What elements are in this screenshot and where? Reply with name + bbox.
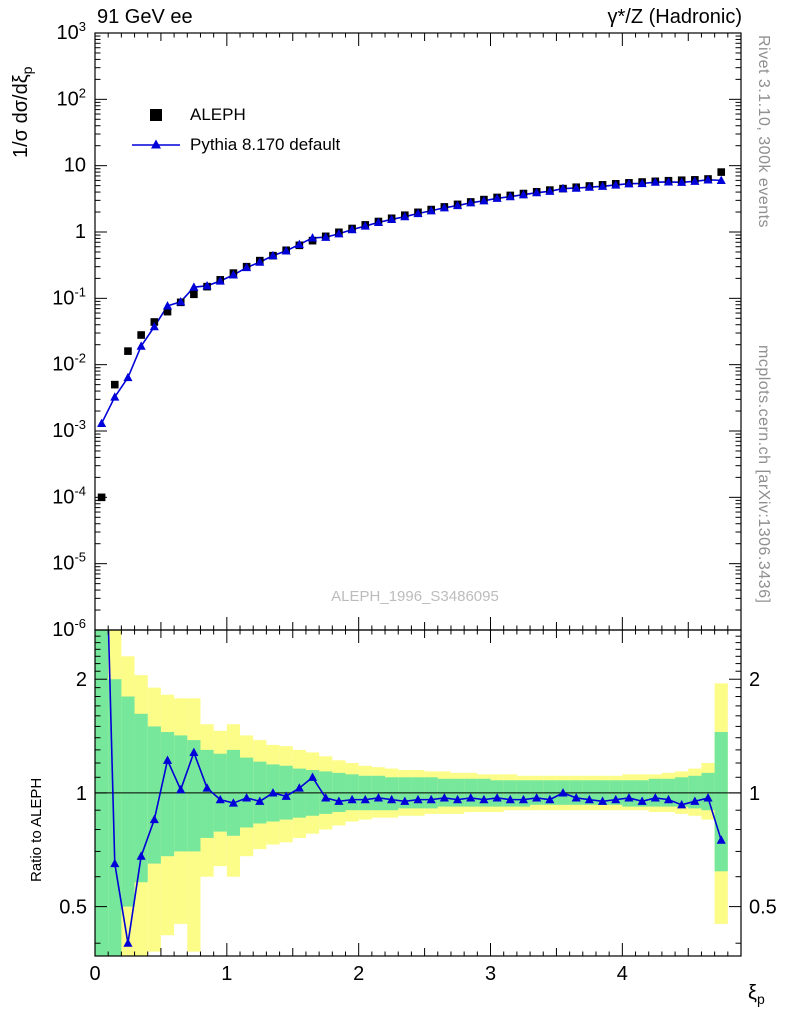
svg-text:10-5: 10-5: [52, 550, 86, 575]
x-axis-label-text: ξ: [748, 982, 757, 1004]
x-axis-label-sub: p: [756, 991, 765, 1007]
rivet-version-note: Rivet 3.1.10, 300k events: [755, 35, 772, 229]
svg-text:1: 1: [749, 783, 760, 805]
svg-text:10: 10: [64, 155, 86, 177]
plot-title-right: γ*/Z (Hadronic): [607, 6, 742, 28]
ratio-axis-label: Ratio to ALEPH: [28, 777, 45, 882]
svg-text:2: 2: [353, 963, 364, 985]
svg-text:103: 103: [57, 19, 86, 44]
legend: ALEPH Pythia 8.170 default: [130, 102, 340, 158]
svg-text:2: 2: [749, 669, 760, 691]
legend-label-pythia: Pythia 8.170 default: [190, 135, 341, 154]
svg-text:3: 3: [485, 963, 496, 985]
blue-triangle-line-marker-icon: [130, 137, 182, 153]
legend-item-pythia: Pythia 8.170 default: [130, 132, 340, 158]
svg-text:1: 1: [221, 963, 232, 985]
svg-text:1: 1: [76, 783, 87, 805]
svg-text:10-2: 10-2: [52, 351, 86, 376]
analysis-watermark: ALEPH_1996_S3486095: [331, 588, 499, 605]
x-axis-label: ξp: [748, 982, 765, 1007]
svg-text:0: 0: [89, 963, 100, 985]
svg-text:1: 1: [75, 221, 86, 243]
y-axis-label: 1/σ dσ/dξp: [10, 67, 35, 158]
y-axis-label-sub: p: [19, 66, 35, 75]
svg-text:102: 102: [57, 85, 86, 110]
svg-text:10-4: 10-4: [52, 483, 86, 508]
svg-text:10-6: 10-6: [52, 616, 86, 641]
svg-text:10-1: 10-1: [52, 284, 86, 309]
svg-text:2: 2: [76, 669, 87, 691]
svg-text:10-3: 10-3: [52, 417, 86, 442]
svg-text:0.5: 0.5: [749, 897, 777, 919]
legend-item-aleph: ALEPH: [130, 102, 340, 128]
legend-label-aleph: ALEPH: [190, 105, 246, 124]
svg-text:4: 4: [617, 963, 628, 985]
black-square-marker-icon: [130, 107, 182, 123]
svg-text:0.5: 0.5: [59, 897, 87, 919]
mcplots-reference-note: mcplots.cern.ch [arXiv:1306.3436]: [755, 345, 772, 604]
y-axis-label-text: 1/σ dσ/dξ: [10, 74, 32, 158]
plot-title-left: 91 GeV ee: [97, 6, 193, 28]
